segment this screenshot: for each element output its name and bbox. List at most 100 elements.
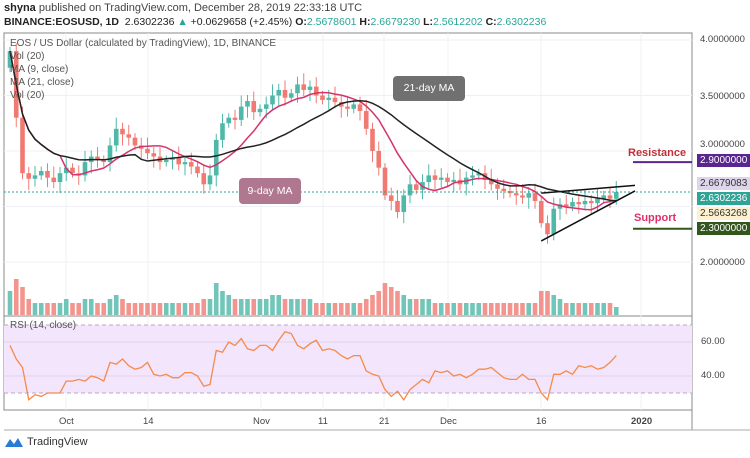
volume-bar bbox=[363, 299, 369, 315]
candle-body bbox=[576, 202, 582, 205]
volume-bar bbox=[532, 303, 538, 315]
date-tick: 2020 bbox=[631, 416, 653, 427]
date-tick: Nov bbox=[253, 416, 270, 427]
publish-date: published on TradingView.com, December 2… bbox=[38, 2, 363, 14]
volume-bar bbox=[345, 303, 350, 315]
volume-bar bbox=[70, 303, 75, 315]
volume-bar bbox=[451, 303, 457, 315]
volume-bar bbox=[332, 303, 338, 315]
volume-bar bbox=[120, 299, 125, 315]
volume-bar bbox=[420, 299, 425, 315]
candle-body bbox=[251, 101, 257, 113]
volume-bar bbox=[113, 295, 119, 315]
candle-body bbox=[370, 128, 375, 151]
support-price-box: 2.3000000 bbox=[697, 222, 750, 235]
candle-body bbox=[295, 84, 300, 94]
candle-body bbox=[245, 101, 250, 107]
volume-bar bbox=[295, 299, 300, 315]
volume-bar bbox=[270, 295, 275, 315]
candle-body bbox=[345, 106, 350, 109]
open-label: O: bbox=[295, 16, 307, 28]
tradingview-logo[interactable]: TradingView bbox=[4, 436, 88, 448]
candle-body bbox=[26, 173, 32, 179]
high-price-box: 2.6679083 bbox=[697, 177, 750, 190]
volume-bar bbox=[20, 287, 25, 315]
volume-bar bbox=[157, 303, 163, 315]
high-label: H: bbox=[359, 16, 371, 28]
last-price-box: 2.6302236 bbox=[697, 192, 750, 205]
candle-body bbox=[313, 86, 319, 96]
close-value: 2.6302236 bbox=[496, 16, 547, 28]
rsi-tick: 40.00 bbox=[701, 370, 725, 381]
volume-bar bbox=[57, 303, 63, 315]
candle-body bbox=[238, 106, 244, 120]
volume-bar bbox=[301, 299, 307, 315]
volume-bar bbox=[463, 303, 469, 315]
ma21-annotation: 21-day MA bbox=[393, 76, 465, 101]
volume-bar bbox=[538, 291, 544, 315]
volume-bar bbox=[595, 303, 600, 315]
volume-bar bbox=[520, 303, 525, 315]
volume-bar bbox=[395, 291, 400, 315]
volume-bar bbox=[563, 303, 569, 315]
candle-body bbox=[20, 117, 25, 174]
candle-body bbox=[357, 104, 363, 112]
candle-body bbox=[226, 117, 232, 124]
volume-bar bbox=[570, 303, 575, 315]
price-tick: 4.0000000 bbox=[700, 34, 745, 45]
candle-body bbox=[63, 167, 69, 174]
candle-body bbox=[201, 173, 207, 185]
volume-bar bbox=[476, 303, 482, 315]
candle-body bbox=[45, 170, 50, 178]
candle-body bbox=[188, 162, 194, 167]
candle-body bbox=[570, 202, 575, 207]
volume-bar bbox=[7, 291, 13, 315]
candle-body bbox=[220, 123, 225, 140]
candle-body bbox=[107, 145, 113, 163]
candle-body bbox=[470, 175, 475, 178]
candle-body bbox=[557, 204, 563, 209]
date-tick: 16 bbox=[536, 416, 547, 427]
volume-bar bbox=[445, 303, 450, 315]
triangle-lower-line bbox=[540, 190, 636, 242]
candle-body bbox=[532, 193, 538, 201]
volume-bar bbox=[601, 303, 607, 315]
candle-body bbox=[545, 223, 550, 235]
candle-body bbox=[401, 195, 407, 213]
candle-body bbox=[276, 89, 282, 96]
candle-body bbox=[607, 195, 613, 199]
volume-bar bbox=[238, 299, 244, 315]
volume-bar bbox=[251, 299, 257, 315]
candle-body bbox=[526, 193, 532, 198]
candle-body bbox=[501, 188, 507, 191]
volume-bar bbox=[351, 303, 357, 315]
volume-bar bbox=[288, 299, 294, 315]
candle-body bbox=[57, 173, 63, 183]
volume-bar bbox=[132, 303, 138, 315]
candle-body bbox=[513, 193, 519, 196]
legend-vol2: Vol (20) bbox=[10, 90, 45, 101]
volume-bar bbox=[438, 303, 444, 315]
candle-body bbox=[413, 184, 419, 190]
volume-bar bbox=[207, 299, 213, 315]
volume-bar bbox=[582, 303, 588, 315]
volume-bar bbox=[370, 295, 375, 315]
chart-title: EOS / US Dollar (calculated by TradingVi… bbox=[10, 38, 277, 49]
volume-bar bbox=[126, 303, 132, 315]
candle-body bbox=[51, 177, 57, 183]
volume-bar bbox=[107, 299, 113, 315]
price-change: +0.0629658 (+2.45%) bbox=[190, 16, 293, 28]
volume-bar bbox=[376, 291, 382, 315]
volume-bar bbox=[545, 291, 550, 315]
support-label: Support bbox=[634, 212, 677, 224]
legend-ma9: MA (9, close) bbox=[10, 64, 69, 75]
volume-bar bbox=[163, 303, 169, 315]
up-triangle-icon: ▲ bbox=[177, 16, 188, 28]
volume-bar bbox=[307, 299, 313, 315]
volume-bar bbox=[188, 303, 194, 315]
volume-bar bbox=[226, 295, 232, 315]
high-value: 2.6679230 bbox=[370, 16, 421, 28]
publish-info: shyna published on TradingView.com, Dece… bbox=[4, 2, 362, 15]
resistance-label: Resistance bbox=[628, 147, 687, 159]
